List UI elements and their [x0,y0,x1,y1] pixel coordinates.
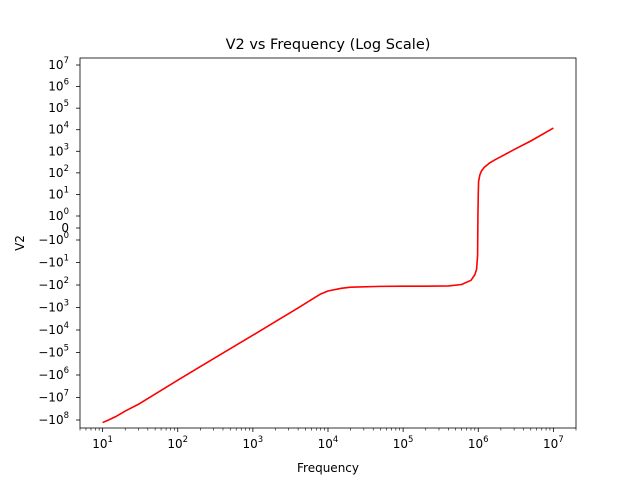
y-tick-label-10: −101 [38,254,69,270]
x-tick-label-6: 107 [543,435,564,451]
y-tick-label-3: 104 [48,121,69,137]
x-tick-label-3: 104 [318,435,339,451]
y-tick-label-14: −105 [38,344,69,360]
series-layer [102,127,554,424]
y-tick-label-6: 101 [48,185,69,201]
x-tick-label-0: 101 [92,435,113,451]
ticks-layer: 101 102 103 104 105 106 107 107 106 105 104 103 102 1… [38,56,577,451]
x-tick-label-5: 106 [468,435,489,451]
y-tick-label-4: 103 [48,142,69,158]
chart-title: V2 vs Frequency (Log Scale) [226,37,431,53]
y-tick-label-15: −106 [38,366,69,382]
y-tick-label-7: 100 [48,207,69,223]
y-tick-label-11: −102 [38,276,69,292]
y-tick-label-12: −103 [38,299,69,315]
y-tick-label-0: 107 [48,56,69,72]
x-axis-label: Frequency [297,461,359,475]
y-tick-label-2: 105 [48,99,69,115]
x-tick-label-2: 103 [243,435,264,451]
x-tick-label-1: 102 [167,435,188,451]
plot-area [79,57,577,429]
y-tick-label-5: 102 [48,164,69,180]
y-tick-label-9: −100 [38,231,69,247]
y-tick-label-17: −108 [38,411,69,427]
series-line-0 [102,127,554,424]
y-tick-label-8: 0 [61,221,69,235]
y-tick-label-16: −107 [38,389,69,405]
y-axis-label: V2 [13,235,27,251]
y-tick-label-1: 106 [48,78,69,94]
y-tick-label-13: −104 [38,321,69,337]
x-tick-label-4: 105 [393,435,414,451]
